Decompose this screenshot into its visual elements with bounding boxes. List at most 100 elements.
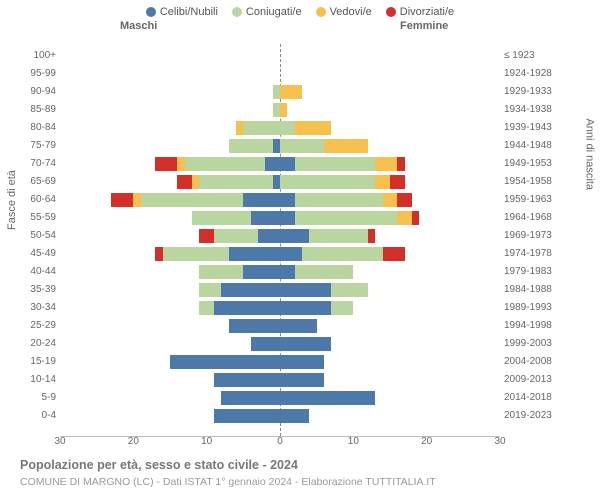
bar-female [280, 157, 405, 171]
bar-female [280, 319, 317, 333]
x-tick-label: 20 [128, 436, 139, 447]
bar-segment [280, 337, 331, 351]
x-tick-label: 10 [201, 436, 212, 447]
legend-item: Celibi/Nubili [146, 6, 218, 18]
bar-segment [383, 247, 405, 261]
age-row: 10-142009-2013 [60, 372, 500, 388]
legend-item: Coniugati/e [232, 6, 302, 18]
bar-segment [280, 157, 295, 171]
bar-segment [163, 247, 229, 261]
bar-male [192, 211, 280, 225]
bar-segment [280, 265, 295, 279]
age-row: 80-841939-1943 [60, 120, 500, 136]
bar-segment [273, 175, 280, 189]
age-row: 0-42019-2023 [60, 408, 500, 424]
x-axis: 3020100102030 [60, 436, 500, 450]
bar-segment [155, 247, 162, 261]
bar-segment [280, 139, 324, 153]
bar-segment [214, 301, 280, 315]
bar-male [214, 373, 280, 387]
bar-female [280, 283, 368, 297]
age-label: 70-74 [16, 156, 56, 172]
bar-segment [243, 265, 280, 279]
plot-area: 100+≤ 192395-991924-192890-941929-193385… [60, 44, 500, 437]
bar-segment [375, 175, 390, 189]
age-label: 60-64 [16, 192, 56, 208]
bar-segment [280, 283, 331, 297]
birth-year-label: 1974-1978 [504, 246, 564, 262]
legend-swatch [316, 7, 326, 17]
age-row: 15-192004-2008 [60, 354, 500, 370]
bar-segment [280, 247, 302, 261]
age-row: 70-741949-1953 [60, 156, 500, 172]
bar-segment [214, 229, 258, 243]
legend-label: Celibi/Nubili [160, 6, 218, 18]
birth-year-label: 2014-2018 [504, 390, 564, 406]
bar-segment [199, 265, 243, 279]
bar-male [273, 85, 280, 99]
bar-segment [199, 175, 272, 189]
bar-segment [192, 175, 199, 189]
age-row: 100+≤ 1923 [60, 48, 500, 64]
age-row: 55-591964-1968 [60, 210, 500, 226]
birth-year-label: 1994-1998 [504, 318, 564, 334]
birth-year-label: 2009-2013 [504, 372, 564, 388]
bar-segment [141, 193, 244, 207]
bar-female [280, 229, 375, 243]
age-row: 50-541969-1973 [60, 228, 500, 244]
bar-female [280, 193, 412, 207]
bar-segment [155, 157, 177, 171]
bar-segment [199, 229, 214, 243]
birth-year-label: ≤ 1923 [504, 48, 564, 64]
bar-segment [111, 193, 133, 207]
bar-male [111, 193, 280, 207]
age-label: 55-59 [16, 210, 56, 226]
bar-segment [397, 193, 412, 207]
age-label: 95-99 [16, 66, 56, 82]
bar-male [177, 175, 280, 189]
bar-segment [243, 121, 280, 135]
birth-year-label: 1969-1973 [504, 228, 564, 244]
age-row: 25-291994-1998 [60, 318, 500, 334]
age-row: 20-241999-2003 [60, 336, 500, 352]
legend: Celibi/NubiliConiugati/eVedovi/eDivorzia… [0, 0, 600, 20]
age-label: 5-9 [16, 390, 56, 406]
legend-swatch [386, 7, 396, 17]
legend-swatch [232, 7, 242, 17]
bar-female [280, 409, 309, 423]
birth-year-label: 2004-2008 [504, 354, 564, 370]
age-label: 20-24 [16, 336, 56, 352]
bar-segment [280, 301, 331, 315]
bar-segment [273, 103, 280, 117]
age-row: 60-641959-1963 [60, 192, 500, 208]
birth-year-label: 1989-1993 [504, 300, 564, 316]
bar-segment [185, 157, 266, 171]
birth-year-label: 1959-1963 [504, 192, 564, 208]
bar-female [280, 103, 287, 117]
bar-segment [280, 103, 287, 117]
x-tick-label: 20 [421, 436, 432, 447]
bar-segment [397, 211, 412, 225]
bar-segment [199, 301, 214, 315]
chart-subtitle: COMUNE DI MARGNO (LC) - Dati ISTAT 1° ge… [20, 476, 436, 488]
age-label: 45-49 [16, 246, 56, 262]
birth-year-label: 2019-2023 [504, 408, 564, 424]
bar-segment [331, 283, 368, 297]
legend-swatch [146, 7, 156, 17]
birth-year-label: 1999-2003 [504, 336, 564, 352]
bar-segment [309, 229, 368, 243]
bar-female [280, 121, 331, 135]
bar-segment [280, 355, 324, 369]
bar-segment [258, 229, 280, 243]
age-row: 40-441979-1983 [60, 264, 500, 280]
bar-male [199, 283, 280, 297]
age-label: 40-44 [16, 264, 56, 280]
age-row: 5-92014-2018 [60, 390, 500, 406]
bar-segment [214, 373, 280, 387]
birth-year-label: 1964-1968 [504, 210, 564, 226]
bar-segment [412, 211, 419, 225]
age-label: 100+ [16, 48, 56, 64]
bar-male [199, 229, 280, 243]
bar-segment [265, 157, 280, 171]
legend-label: Divorziati/e [400, 6, 454, 18]
